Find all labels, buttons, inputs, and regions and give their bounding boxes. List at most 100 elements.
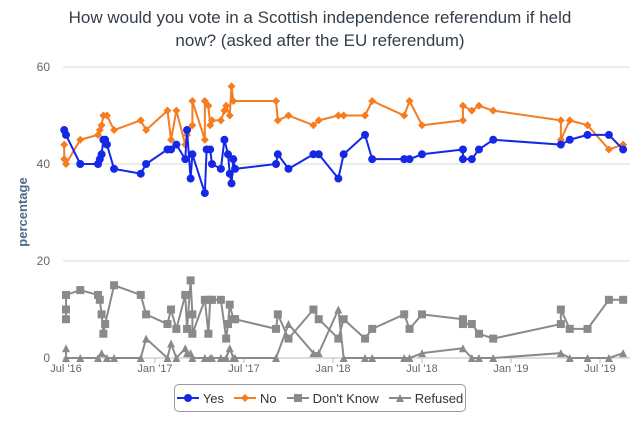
data-point-don-t-know <box>361 334 370 343</box>
data-point-no <box>339 111 348 120</box>
data-point-no <box>314 116 323 125</box>
data-point-don-t-know <box>474 329 483 338</box>
data-point-no <box>136 116 145 125</box>
data-point-yes <box>136 169 145 178</box>
data-point-don-t-know <box>556 305 565 314</box>
data-point-refused <box>368 354 377 362</box>
data-point-yes <box>231 164 240 173</box>
data-point-refused <box>604 354 613 362</box>
data-point-yes <box>556 140 565 149</box>
data-point-refused <box>418 349 426 358</box>
data-point-refused <box>405 354 414 362</box>
data-point-don-t-know <box>204 329 213 338</box>
data-point-yes <box>206 145 215 154</box>
data-point-no <box>227 82 236 91</box>
data-point-no <box>167 135 176 144</box>
legend-label-dont-know: Don't Know <box>312 390 379 406</box>
data-point-don-t-know <box>188 310 197 319</box>
data-point-don-t-know <box>110 281 119 290</box>
data-point-yes <box>334 174 343 183</box>
data-point-don-t-know <box>163 320 172 329</box>
data-point-refused <box>62 344 70 353</box>
data-point-don-t-know <box>62 315 70 324</box>
legend-item-dont-know[interactable]: Don't Know <box>286 390 379 406</box>
data-point-no <box>334 111 343 120</box>
data-point-refused <box>467 354 476 362</box>
data-point-yes <box>200 189 209 198</box>
data-point-refused <box>309 349 318 358</box>
data-point-don-t-know <box>181 290 190 299</box>
data-point-yes <box>181 155 190 164</box>
data-point-refused <box>361 354 370 362</box>
data-point-don-t-know <box>167 305 176 314</box>
data-point-don-t-know <box>62 290 70 299</box>
data-point-don-t-know <box>556 320 565 329</box>
data-point-don-t-know <box>95 295 104 304</box>
data-point-no <box>225 111 234 120</box>
data-point-don-t-know <box>467 320 476 329</box>
data-point-don-t-know <box>101 320 110 329</box>
data-point-don-t-know <box>284 334 293 343</box>
data-point-no <box>60 140 69 149</box>
data-point-refused <box>167 339 176 348</box>
chart-legend: Yes No Don't Know Refused <box>174 384 466 412</box>
data-point-refused <box>181 344 190 353</box>
data-point-refused <box>314 349 323 358</box>
data-point-don-t-know <box>186 276 195 285</box>
data-point-no <box>76 135 85 144</box>
legend-label-no: No <box>260 390 277 406</box>
data-point-yes <box>142 160 151 168</box>
data-point-refused <box>225 344 234 353</box>
data-point-don-t-know <box>334 334 343 343</box>
legend-item-no[interactable]: No <box>234 391 277 406</box>
data-point-refused <box>76 354 85 362</box>
legend-item-refused[interactable]: Refused <box>388 390 464 406</box>
data-point-don-t-know <box>583 324 592 333</box>
data-point-yes <box>229 155 238 164</box>
data-point-yes <box>183 126 192 135</box>
legend-item-yes[interactable]: Yes <box>176 391 224 406</box>
data-point-don-t-know <box>619 295 628 304</box>
data-point-yes <box>458 155 467 164</box>
data-point-yes <box>458 145 467 154</box>
data-point-refused <box>583 354 592 362</box>
data-point-yes <box>62 130 70 139</box>
data-point-no <box>467 106 476 115</box>
data-point-no <box>604 145 613 154</box>
chart-title-line-2: now? (asked after the EU referendum) <box>175 31 465 50</box>
data-point-don-t-know <box>565 324 574 333</box>
chart-title: How would you vote in a Scottish indepen… <box>0 6 640 52</box>
data-point-refused <box>272 354 281 362</box>
data-point-yes <box>97 150 106 159</box>
data-point-no <box>200 96 209 105</box>
data-point-refused <box>97 349 106 358</box>
data-point-don-t-know <box>216 295 225 304</box>
data-point-yes <box>167 145 176 154</box>
data-point-don-t-know <box>62 305 70 314</box>
data-point-yes <box>207 160 216 168</box>
legend-label-refused: Refused <box>414 390 464 406</box>
data-point-refused <box>556 349 565 358</box>
data-point-don-t-know <box>200 295 209 304</box>
data-point-no <box>458 116 467 125</box>
data-point-don-t-know <box>183 324 192 333</box>
y-axis-label: percentage <box>15 177 30 246</box>
data-point-don-t-know <box>458 320 467 329</box>
data-point-don-t-know <box>76 286 85 295</box>
data-point-yes <box>619 145 628 154</box>
data-point-no <box>163 106 172 115</box>
data-point-don-t-know <box>405 324 414 333</box>
data-point-no <box>207 116 216 125</box>
data-point-yes <box>110 164 119 173</box>
data-point-don-t-know <box>489 334 498 343</box>
data-point-no <box>583 121 592 130</box>
data-point-refused <box>163 354 172 362</box>
data-point-refused <box>136 354 145 362</box>
data-point-no <box>142 126 151 135</box>
data-point-no <box>110 126 119 135</box>
data-point-yes <box>418 150 426 159</box>
data-point-refused <box>458 344 467 353</box>
x-tick-label: Jul '19 <box>584 363 615 375</box>
data-point-no <box>284 111 293 120</box>
